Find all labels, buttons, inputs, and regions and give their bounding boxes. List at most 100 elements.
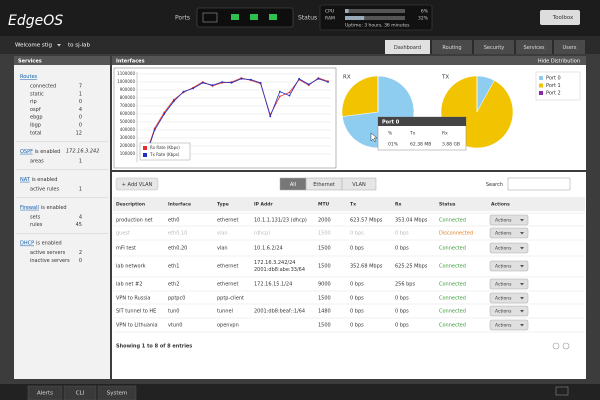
service-value: 0: [79, 123, 82, 129]
nav-tab-label[interactable]: Routing: [442, 45, 461, 51]
section-heading: NAT is enabled: [20, 176, 57, 182]
filter-label[interactable]: VLAN: [352, 182, 366, 188]
port-icon: [269, 14, 277, 20]
cell: 0 bps: [350, 323, 364, 329]
nav-tab-label[interactable]: Dashboard: [394, 45, 421, 51]
add-vlan-label[interactable]: + Add VLAN: [122, 182, 153, 188]
cursor: [370, 132, 378, 143]
point: [269, 115, 272, 118]
actions-button[interactable]: [489, 319, 529, 331]
section-status: is enabled: [36, 240, 62, 246]
section-link[interactable]: OSPF: [20, 148, 33, 154]
footer-tab-label[interactable]: Alerts: [37, 391, 53, 397]
actions-button[interactable]: [489, 227, 529, 239]
column-header: Status: [439, 202, 456, 208]
nav-tab[interactable]: [474, 40, 514, 54]
service-label: ospf: [30, 107, 41, 113]
ports-label: Ports: [175, 15, 190, 22]
service-label: active servers: [30, 250, 66, 256]
nav-tab-label[interactable]: Users: [562, 45, 576, 51]
filter-button[interactable]: [341, 177, 377, 191]
actions-label[interactable]: Actions: [495, 323, 512, 329]
column-header: Description: [116, 202, 145, 208]
cell: 0 bps: [350, 296, 364, 302]
nav-tab[interactable]: [554, 40, 585, 54]
y-tick-label: 800000: [120, 95, 136, 100]
point: [163, 113, 166, 115]
service-label: connected: [30, 84, 56, 90]
nav-tab[interactable]: [432, 40, 472, 54]
actions-label[interactable]: Actions: [495, 264, 512, 270]
section-heading: Firewall is enabled: [20, 204, 67, 210]
footer-tab[interactable]: [63, 385, 97, 400]
search-input[interactable]: [507, 177, 571, 191]
legend-swatch: [143, 146, 147, 150]
footer-tab[interactable]: [97, 385, 137, 400]
section-address: 172.16.3.242: [66, 148, 99, 154]
y-tick-label: 900000: [120, 87, 136, 92]
service-label: ibgp: [30, 123, 41, 129]
status: Disconnected: [439, 231, 473, 237]
point: [211, 84, 214, 87]
cell: 2001:db8:abe:33/64: [254, 267, 305, 273]
actions-button[interactable]: [489, 278, 529, 290]
column-header: Rx: [395, 202, 401, 208]
status: Connected: [439, 246, 466, 252]
status: Connected: [439, 296, 466, 302]
actions-button[interactable]: [489, 242, 529, 254]
dropdown-caret: [520, 297, 524, 300]
cell: 10.1.6.2/24: [254, 246, 283, 252]
point: [201, 81, 204, 84]
actions-label[interactable]: Actions: [495, 218, 512, 224]
prev-page[interactable]: [552, 342, 560, 350]
service-value: 4: [79, 214, 82, 220]
hide-distribution[interactable]: Hide Distribution: [538, 58, 580, 64]
section-link[interactable]: Routes: [20, 74, 38, 80]
footer-tab[interactable]: [27, 385, 63, 400]
nav-tab[interactable]: [385, 40, 430, 54]
cell: eth2: [168, 282, 179, 288]
nav-tab-label[interactable]: Services: [523, 45, 544, 51]
add-vlan-button[interactable]: [115, 177, 159, 191]
section-link[interactable]: Firewall: [20, 204, 39, 210]
filter-label[interactable]: Ethernet: [313, 182, 335, 188]
cell: ethernet: [217, 264, 238, 270]
actions-button[interactable]: [489, 214, 529, 226]
toolbox-button[interactable]: [540, 10, 580, 25]
section-heading: Routes: [20, 74, 38, 80]
section-link[interactable]: NAT: [20, 176, 31, 182]
point: [288, 94, 291, 97]
search-label: Search: [486, 182, 503, 188]
actions-label[interactable]: Actions: [495, 296, 512, 302]
nav-tab[interactable]: [516, 40, 552, 54]
legend-swatch: [143, 153, 147, 157]
next-page[interactable]: [562, 342, 570, 350]
actions-label[interactable]: Actions: [495, 282, 512, 288]
section-status: is enabled: [35, 148, 61, 154]
cell: 1500: [318, 264, 331, 270]
status: Connected: [439, 218, 466, 224]
chat-icon[interactable]: [555, 386, 569, 396]
filter-label[interactable]: All: [290, 182, 296, 188]
actions-button[interactable]: [489, 305, 529, 317]
actions-button[interactable]: [489, 260, 529, 272]
actions-label[interactable]: Actions: [495, 231, 512, 237]
actions-button[interactable]: [489, 292, 529, 304]
actions-label[interactable]: Actions: [495, 246, 512, 252]
port-icon: [231, 14, 239, 20]
point: [240, 77, 243, 80]
point: [153, 129, 156, 131]
footer-tab-label[interactable]: System: [107, 391, 128, 397]
nav-tab-label[interactable]: Security: [484, 45, 505, 51]
footer-tab-label[interactable]: CLI: [76, 391, 85, 397]
section-status: is enabled: [32, 176, 58, 182]
point: [317, 77, 320, 80]
cell: 0 bps: [395, 246, 409, 252]
cell: 0 bps: [395, 309, 409, 315]
dropdown-caret: [520, 219, 524, 222]
cell: 1500: [318, 246, 331, 252]
section-link[interactable]: DHCP: [20, 240, 34, 246]
actions-label[interactable]: Actions: [495, 309, 512, 315]
toolbox-label[interactable]: Toolbox: [552, 15, 574, 21]
panel-header: [112, 56, 586, 65]
